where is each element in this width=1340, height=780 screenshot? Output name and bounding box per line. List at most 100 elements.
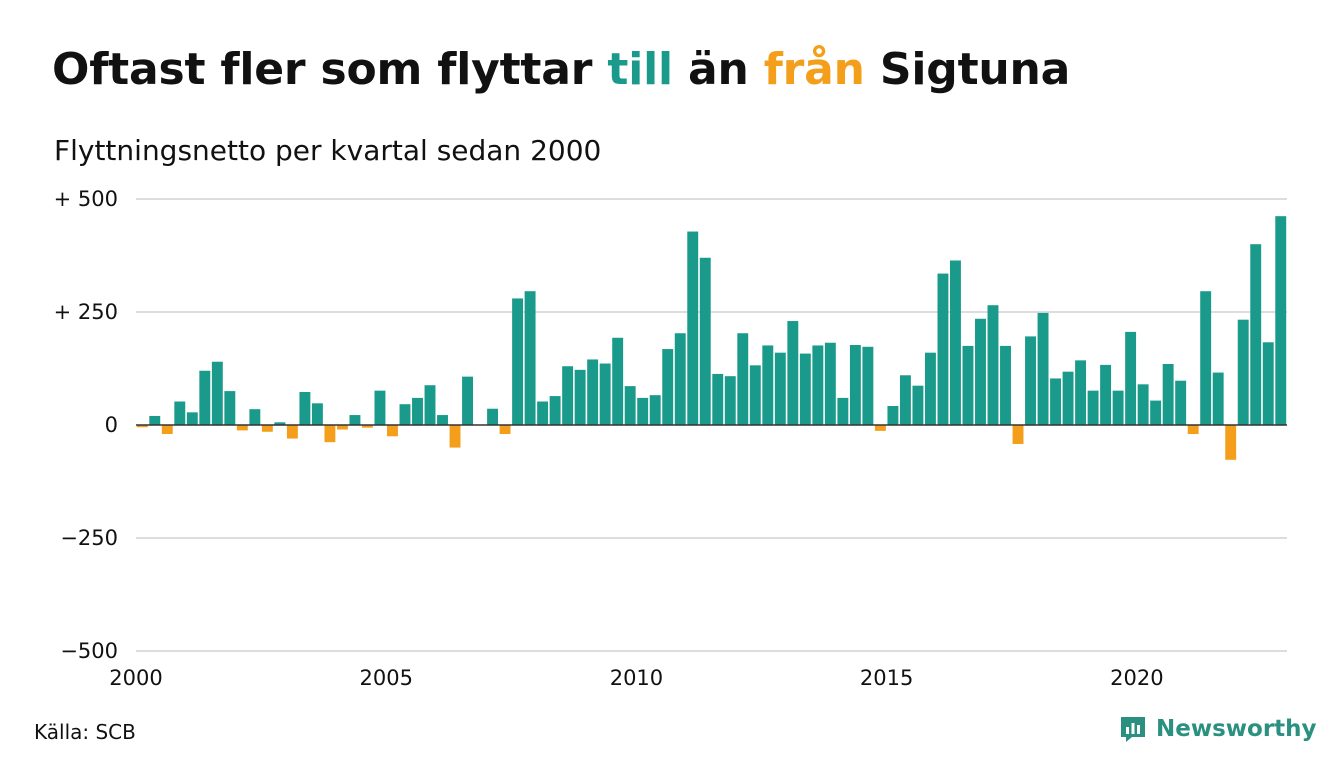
bar	[1200, 291, 1212, 425]
bar	[787, 321, 799, 425]
bar	[311, 403, 323, 425]
bar	[1012, 425, 1024, 444]
bar	[324, 425, 336, 443]
bar	[161, 425, 173, 435]
bar	[1025, 336, 1036, 425]
y-tick-label: + 250	[54, 300, 118, 324]
bar	[399, 404, 411, 425]
bar	[349, 415, 361, 425]
bar	[1137, 384, 1149, 425]
bar	[1150, 400, 1162, 425]
bar	[437, 415, 448, 425]
title-part-fran: från	[763, 44, 865, 95]
bar	[562, 366, 574, 425]
bar	[462, 376, 473, 425]
bar	[674, 333, 686, 425]
bar	[962, 345, 974, 425]
bar	[1062, 371, 1074, 425]
bar	[387, 425, 398, 437]
bar	[1187, 425, 1199, 435]
bar	[1237, 319, 1249, 425]
bar	[1262, 342, 1274, 425]
bar	[1125, 331, 1137, 425]
title-part-1: Oftast fler som flyttar	[52, 44, 608, 95]
bar	[724, 376, 736, 425]
bar	[612, 337, 624, 425]
bar	[299, 392, 311, 425]
bar	[336, 425, 348, 430]
bar	[1037, 312, 1049, 425]
source-label: Källa: SCB	[34, 720, 136, 744]
bar	[662, 349, 674, 425]
bar	[1087, 390, 1099, 425]
chart-title: Oftast fler som flyttar till än från Sig…	[52, 44, 1070, 95]
bar	[211, 361, 223, 425]
bar	[950, 260, 961, 425]
chart-subtitle: Flyttningsnetto per kvartal sedan 2000	[54, 134, 602, 167]
bar	[924, 352, 936, 425]
y-axis: + 500 + 250 0 −250 −500	[54, 187, 118, 663]
y-tick-label: 0	[105, 413, 118, 437]
bars	[136, 216, 1287, 460]
bar	[261, 425, 273, 432]
bar	[975, 318, 986, 425]
bar	[286, 425, 298, 439]
bar	[224, 391, 236, 425]
brand-logo: Newsworthy	[1118, 714, 1317, 744]
bar	[912, 385, 924, 425]
bar	[599, 363, 611, 425]
bar	[499, 425, 511, 435]
bar	[361, 425, 373, 428]
bar	[699, 257, 711, 425]
bar	[899, 375, 911, 425]
bar	[637, 397, 649, 425]
bar	[574, 369, 586, 425]
y-tick-label: −500	[60, 639, 118, 663]
bar	[412, 397, 423, 425]
title-part-till: till	[607, 44, 673, 95]
bar	[236, 425, 248, 431]
bar-chart: + 500 + 250 0 −250 −500 2000 2005 2010 2015 2020	[54, 187, 1287, 690]
bar	[687, 231, 699, 425]
bar	[862, 346, 874, 425]
y-tick-label: −250	[60, 526, 118, 550]
bar	[799, 353, 811, 425]
bar	[1050, 378, 1062, 425]
bar	[737, 333, 749, 425]
bar	[1000, 345, 1011, 425]
bar	[837, 397, 849, 425]
bar	[812, 345, 824, 425]
x-tick-label: 2010	[610, 666, 663, 690]
bar	[1275, 216, 1287, 425]
bar	[874, 425, 886, 431]
bar	[712, 373, 724, 425]
bar	[887, 406, 899, 425]
bar	[199, 370, 211, 425]
bar	[749, 365, 761, 425]
bar	[1225, 425, 1237, 460]
bar	[762, 345, 774, 425]
bar	[824, 342, 836, 425]
bar	[449, 425, 461, 448]
bar	[1100, 364, 1112, 425]
x-tick-label: 2020	[1110, 666, 1163, 690]
x-tick-label: 2015	[860, 666, 913, 690]
y-tick-label: + 500	[54, 187, 118, 211]
bar	[374, 390, 386, 425]
x-tick-label: 2005	[359, 666, 412, 690]
bar	[274, 422, 286, 425]
bar	[624, 386, 636, 425]
x-axis: 2000 2005 2010 2015 2020	[109, 650, 1287, 690]
bar	[487, 408, 499, 425]
bar	[1175, 380, 1187, 425]
bar	[649, 395, 661, 425]
bar	[1075, 360, 1087, 425]
bar	[849, 344, 861, 425]
bar	[1212, 372, 1224, 425]
bar	[1162, 363, 1174, 425]
bar	[549, 396, 561, 425]
bar	[937, 273, 949, 425]
bar	[587, 359, 599, 425]
bar	[512, 298, 524, 425]
bar	[1112, 390, 1124, 425]
